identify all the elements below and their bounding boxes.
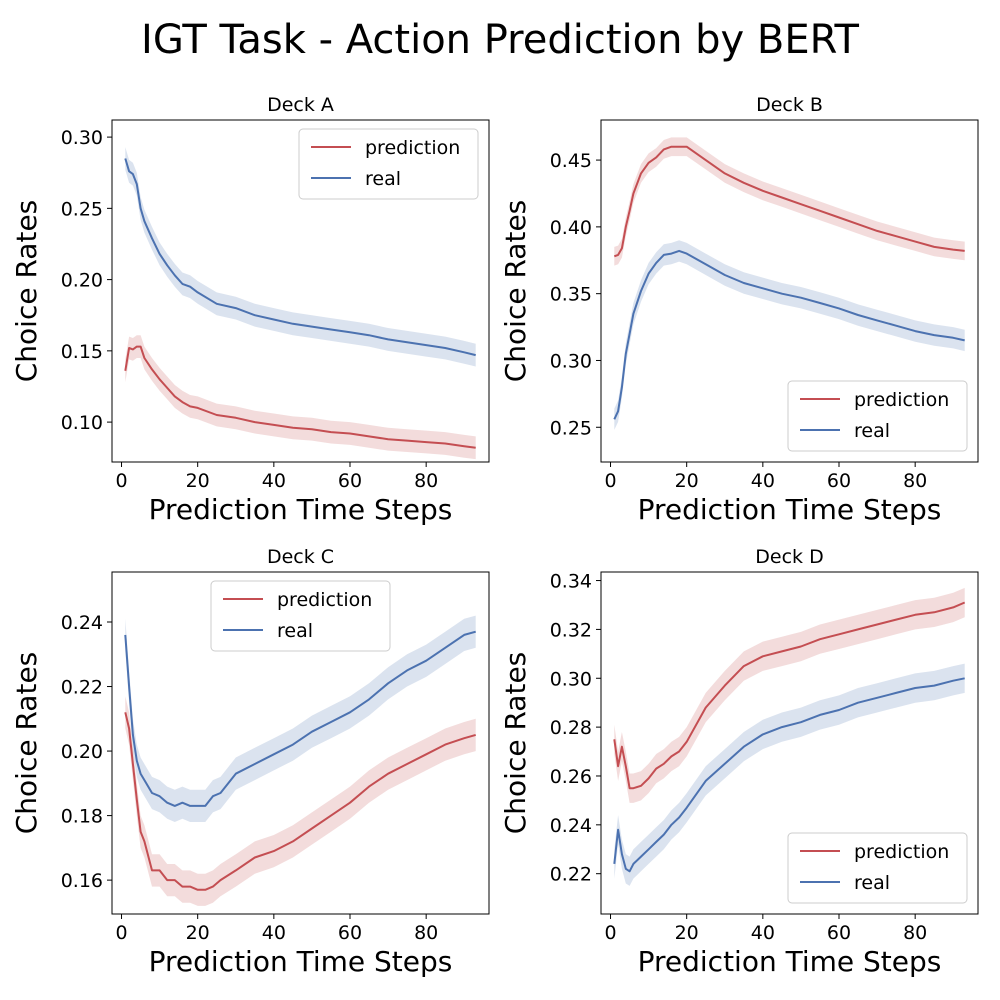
plot-area: [613, 587, 966, 886]
x-tick-label: 60: [827, 470, 851, 492]
x-tick-label: 20: [186, 470, 210, 492]
y-axis-label: Choice Rates: [10, 652, 43, 835]
x-tick-label: 20: [186, 922, 210, 944]
y-axis-label: Choice Rates: [499, 200, 532, 383]
x-tick-label: 40: [751, 470, 775, 492]
y-tick-label: 0.20: [61, 741, 103, 763]
x-tick-label: 0: [115, 470, 127, 492]
legend: prediction real: [210, 580, 391, 652]
y-tick-label: 0.15: [61, 341, 103, 363]
series-line-real: [124, 630, 476, 807]
plot-area: [124, 615, 476, 906]
x-tick-label: 40: [751, 922, 775, 944]
series-line-prediction: [124, 345, 476, 449]
x-axis-label: Prediction Time Steps: [149, 945, 453, 978]
confidence-band-prediction: [125, 696, 476, 906]
y-tick-label: 0.22: [550, 864, 592, 886]
y-tick-label: 0.30: [61, 127, 103, 149]
subplot-1: Deck A 0 20 40 60 80 0.10 0.15 0.20 0.25 0.30 Predi…: [10, 94, 490, 526]
x-axis-label: Prediction Time Steps: [149, 493, 453, 526]
legend-label-real: real: [365, 168, 401, 190]
series-line-prediction: [613, 601, 966, 790]
panel-title: Deck C: [267, 546, 334, 568]
y-tick-label: 0.25: [550, 417, 592, 439]
y-tick-label: 0.35: [550, 284, 592, 306]
x-tick-label: 60: [827, 922, 851, 944]
x-tick-label: 60: [338, 470, 362, 492]
panels-group: Deck A 0 20 40 60 80 0.10 0.15 0.20 0.25 0.30 Predi…: [10, 94, 979, 978]
x-tick-label: 60: [338, 922, 362, 944]
y-tick-label: 0.24: [550, 815, 592, 837]
legend-label-real: real: [854, 420, 890, 442]
series-line-prediction: [124, 712, 476, 891]
confidence-band-prediction: [614, 587, 965, 803]
legend: prediction real: [298, 128, 479, 200]
x-tick-label: 40: [262, 470, 286, 492]
x-tick-label: 80: [903, 922, 927, 944]
y-tick-label: 0.40: [550, 217, 592, 239]
axes-frame: [111, 119, 490, 463]
y-axis-label: Choice Rates: [10, 200, 43, 383]
x-tick-label: 20: [675, 922, 699, 944]
y-tick-label: 0.20: [61, 270, 103, 292]
y-tick-label: 0.16: [61, 870, 103, 892]
axes-frame: [600, 571, 979, 915]
x-axis-label: Prediction Time Steps: [638, 945, 942, 978]
panel-title: Deck B: [756, 94, 823, 116]
x-tick-label: 40: [262, 922, 286, 944]
y-tick-label: 0.32: [550, 619, 592, 641]
x-tick-label: 0: [115, 922, 127, 944]
y-tick-label: 0.25: [61, 198, 103, 220]
y-tick-label: 0.24: [61, 612, 103, 634]
axes-frame: [111, 571, 490, 915]
y-tick-label: 0.30: [550, 350, 592, 372]
legend-label-prediction: prediction: [854, 841, 949, 863]
y-tick-label: 0.10: [61, 412, 103, 434]
figure-title: IGT Task - Action Prediction by BERT: [141, 17, 859, 63]
legend-label-prediction: prediction: [365, 137, 460, 159]
panel-title: Deck D: [755, 546, 823, 568]
subplot-2: Deck B 0 20 40 60 80 0.25 0.30 0.35 0.40 0.45 Predi…: [499, 94, 979, 526]
y-tick-label: 0.18: [61, 806, 103, 828]
x-tick-label: 80: [903, 470, 927, 492]
y-tick-label: 0.26: [550, 766, 592, 788]
legend-label-real: real: [277, 620, 313, 642]
series-line-prediction: [613, 145, 965, 258]
confidence-band-prediction: [125, 335, 476, 460]
plot-area: [613, 137, 965, 430]
subplot-3: Deck C 0 20 40 60 80 0.16 0.18 0.20 0.22 0.24 Predi…: [10, 546, 490, 978]
confidence-band-real: [125, 615, 476, 822]
x-tick-label: 0: [604, 922, 616, 944]
y-axis-label: Choice Rates: [499, 652, 532, 835]
series-line-real: [613, 249, 965, 420]
y-tick-label: 0.28: [550, 717, 592, 739]
panel-title: Deck A: [267, 94, 334, 116]
x-axis-label: Prediction Time Steps: [638, 493, 942, 526]
series-line-real: [613, 677, 965, 873]
y-tick-label: 0.34: [550, 571, 592, 593]
confidence-band-prediction: [614, 137, 965, 266]
series-line-real: [124, 158, 476, 357]
axes-frame: [600, 119, 979, 463]
confidence-band-real: [125, 147, 476, 367]
confidence-band-real: [614, 240, 965, 430]
legend: prediction real: [787, 380, 968, 452]
x-tick-label: 0: [604, 470, 616, 492]
legend-label-real: real: [854, 872, 890, 894]
legend: prediction real: [787, 832, 968, 904]
y-tick-label: 0.22: [61, 677, 103, 699]
x-tick-label: 80: [414, 922, 438, 944]
legend-label-prediction: prediction: [854, 389, 949, 411]
plot-area: [124, 147, 476, 460]
y-tick-label: 0.45: [550, 150, 592, 172]
y-tick-label: 0.30: [550, 668, 592, 690]
subplot-4: Deck D 0 20 40 60 80 0.22 0.24 0.26 0.28 0.30 0.32 0…: [499, 546, 979, 978]
x-tick-label: 80: [414, 470, 438, 492]
legend-label-prediction: prediction: [277, 589, 372, 611]
x-tick-label: 20: [675, 470, 699, 492]
